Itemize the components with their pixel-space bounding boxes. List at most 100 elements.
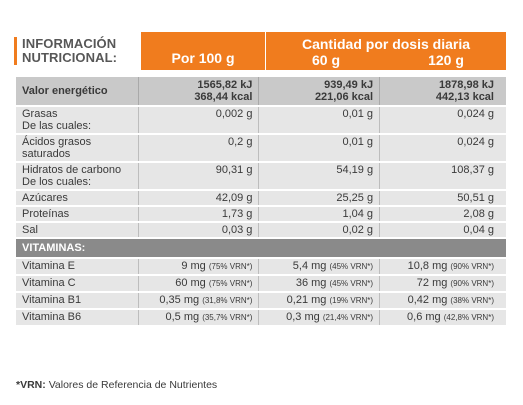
cell-per100: 0,002 g bbox=[137, 107, 259, 133]
vitamin-row: Vitamina C 60 mg (75% VRN*) 36 mg (45% V… bbox=[16, 276, 506, 291]
row-label: Hidratos de carbono De los cuales: bbox=[16, 163, 138, 189]
table-row: Azúcares 42,09 g 25,25 g 50,51 g bbox=[16, 191, 506, 205]
vitamin-label: Vitamina B1 bbox=[16, 293, 138, 308]
table-row: Proteínas 1,73 g 1,04 g 2,08 g bbox=[16, 207, 506, 221]
vitamins-section-header: VITAMINAS: bbox=[16, 239, 506, 257]
table-row: Sal 0,03 g 0,02 g 0,04 g bbox=[16, 223, 506, 237]
vrn-percent: (42,8% VRN*) bbox=[443, 313, 494, 322]
vrn-percent: (31,8% VRN*) bbox=[202, 296, 253, 305]
vitamin-value: 9 mg bbox=[181, 260, 206, 272]
vitamin-label: Vitamina B6 bbox=[16, 310, 138, 325]
cell-120g: 0,024 g bbox=[379, 107, 506, 133]
row-label: Proteínas bbox=[16, 207, 138, 221]
vitamin-60g: 0,3 mg (21,4% VRN*) bbox=[258, 310, 380, 325]
dose-60g-label: 60 g bbox=[311, 52, 340, 68]
per100-label: Por 100 g bbox=[171, 50, 235, 66]
energy-120g-kj: 1878,98 kJ bbox=[438, 79, 494, 91]
cell-60g: 0,01 g bbox=[258, 107, 380, 133]
energy-per100-kcal: 368,44 kcal bbox=[194, 91, 253, 103]
vrn-percent: (45% VRN*) bbox=[329, 279, 374, 288]
footnote-text: Valores de Referencia de Nutrientes bbox=[48, 379, 218, 391]
nutrition-table: Valor energético 1565,82 kJ 368,44 kcal … bbox=[16, 75, 506, 327]
vrn-percent: (21,4% VRN*) bbox=[322, 313, 374, 322]
vitamin-120g: 0,42 mg (38% VRN*) bbox=[379, 293, 506, 308]
row-label-text: Hidratos de carbono bbox=[22, 164, 122, 176]
cell-per100: 42,09 g bbox=[137, 191, 259, 205]
energy-row: Valor energético 1565,82 kJ 368,44 kcal … bbox=[16, 77, 506, 105]
cell-60g: 0,02 g bbox=[258, 223, 380, 237]
row-label: Grasas De las cuales: bbox=[16, 107, 138, 133]
vitamin-value: 0,21 mg bbox=[286, 294, 327, 306]
dose-120g-label: 120 g bbox=[428, 52, 464, 68]
vitamin-per100: 0,35 mg (31,8% VRN*) bbox=[137, 293, 259, 308]
vitamin-value: 36 mg bbox=[295, 277, 327, 289]
energy-per100-kj: 1565,82 kJ bbox=[197, 79, 253, 91]
vitamin-value: 0,3 mg bbox=[286, 311, 320, 323]
nutrition-title: INFORMACIÓN NUTRICIONAL: bbox=[14, 37, 152, 65]
cell-per100: 0,03 g bbox=[137, 223, 259, 237]
vitamin-row: Vitamina B1 0,35 mg (31,8% VRN*) 0,21 mg… bbox=[16, 293, 506, 308]
vitamin-per100: 60 mg (75% VRN*) bbox=[137, 276, 259, 291]
vitamin-60g: 0,21 mg (19% VRN*) bbox=[258, 293, 380, 308]
energy-120g-kcal: 442,13 kcal bbox=[435, 91, 494, 103]
vrn-percent: (38% VRN*) bbox=[450, 296, 494, 305]
title-line-1: INFORMACIÓN bbox=[22, 36, 117, 51]
row-label: Azúcares bbox=[16, 191, 138, 205]
table-row: Hidratos de carbono De los cuales: 90,31… bbox=[16, 163, 506, 189]
vitamin-value: 0,6 mg bbox=[407, 311, 441, 323]
vitamin-120g: 72 mg (90% VRN*) bbox=[379, 276, 506, 291]
cell-60g: 54,19 g bbox=[258, 163, 380, 189]
vitamin-value: 72 mg bbox=[416, 277, 448, 289]
dose-title: Cantidad por dosis diaria bbox=[301, 36, 471, 52]
vitamin-label: Vitamina E bbox=[16, 259, 138, 274]
cell-60g: 25,25 g bbox=[258, 191, 380, 205]
energy-label: Valor energético bbox=[16, 77, 138, 105]
footnote-mark: *VRN: bbox=[16, 379, 46, 391]
energy-60g-kcal: 221,06 kcal bbox=[314, 91, 374, 103]
vitamin-value: 10,8 mg bbox=[407, 260, 448, 272]
cell-60g: 1,04 g bbox=[258, 207, 380, 221]
vrn-percent: (75% VRN*) bbox=[208, 279, 253, 288]
vitamin-value: 0,42 mg bbox=[407, 294, 448, 306]
row-sublabel: De las cuales: bbox=[22, 120, 92, 132]
vitamin-row: Vitamina B6 0,5 mg (35,7% VRN*) 0,3 mg (… bbox=[16, 310, 506, 325]
vitamin-per100: 9 mg (75% VRN*) bbox=[137, 259, 259, 274]
vitamin-label: Vitamina C bbox=[16, 276, 138, 291]
vrn-percent: (19% VRN*) bbox=[329, 296, 374, 305]
title-line-2: NUTRICIONAL: bbox=[22, 50, 118, 65]
vrn-percent: (90% VRN*) bbox=[450, 279, 494, 288]
vitamin-60g: 5,4 mg (45% VRN*) bbox=[258, 259, 380, 274]
cell-120g: 50,51 g bbox=[379, 191, 506, 205]
vrn-percent: (75% VRN*) bbox=[208, 262, 253, 271]
row-sublabel: De los cuales: bbox=[22, 176, 92, 188]
vrn-percent: (90% VRN*) bbox=[450, 262, 494, 271]
energy-60g: 939,49 kJ 221,06 kcal bbox=[258, 77, 380, 105]
cell-120g: 0,024 g bbox=[379, 135, 506, 161]
vrn-percent: (35,7% VRN*) bbox=[202, 313, 253, 322]
footnote: *VRN: Valores de Referencia de Nutriente… bbox=[16, 379, 217, 391]
header-daily-dose: Cantidad por dosis diaria 60 g 120 g bbox=[266, 32, 506, 70]
vitamin-60g: 36 mg (45% VRN*) bbox=[258, 276, 380, 291]
table-row: Grasas De las cuales: 0,002 g 0,01 g 0,0… bbox=[16, 107, 506, 133]
vitamin-value: 0,35 mg bbox=[159, 294, 200, 306]
vitamins-title: VITAMINAS: bbox=[16, 239, 506, 257]
cell-120g: 2,08 g bbox=[379, 207, 506, 221]
row-label: Ácidos grasos saturados bbox=[16, 135, 138, 161]
vitamin-value: 5,4 mg bbox=[292, 260, 327, 272]
vitamin-value: 60 mg bbox=[175, 277, 206, 289]
vitamin-120g: 0,6 mg (42,8% VRN*) bbox=[379, 310, 506, 325]
row-label: Sal bbox=[16, 223, 138, 237]
cell-120g: 108,37 g bbox=[379, 163, 506, 189]
vitamin-120g: 10,8 mg (90% VRN*) bbox=[379, 259, 506, 274]
table-row: Ácidos grasos saturados 0,2 g 0,01 g 0,0… bbox=[16, 135, 506, 161]
row-label-text: Grasas bbox=[22, 108, 58, 120]
vitamin-per100: 0,5 mg (35,7% VRN*) bbox=[137, 310, 259, 325]
vrn-percent: (45% VRN*) bbox=[329, 262, 374, 271]
energy-per100: 1565,82 kJ 368,44 kcal bbox=[137, 77, 259, 105]
cell-120g: 0,04 g bbox=[379, 223, 506, 237]
cell-per100: 0,2 g bbox=[137, 135, 259, 161]
cell-per100: 1,73 g bbox=[137, 207, 259, 221]
energy-120g: 1878,98 kJ 442,13 kcal bbox=[379, 77, 506, 105]
cell-per100: 90,31 g bbox=[137, 163, 259, 189]
header-per-100g: Por 100 g bbox=[141, 32, 265, 70]
